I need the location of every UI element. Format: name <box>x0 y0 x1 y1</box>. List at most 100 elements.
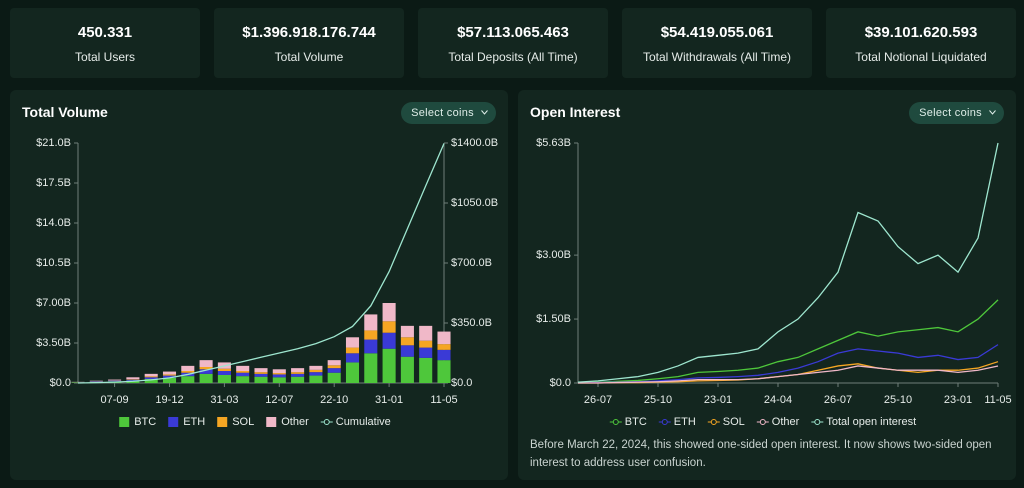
bar-segment <box>437 360 451 383</box>
x-tick-label: 11-05 <box>984 394 1011 406</box>
bar-segment <box>162 375 177 378</box>
button-label[interactable]: Select coins <box>919 107 982 119</box>
y-tick-label: $21.0B <box>36 137 71 149</box>
bar-segment <box>291 376 305 383</box>
bar-segment <box>309 365 323 370</box>
y-tick-label: $3.50B <box>36 337 71 349</box>
y2-tick-label: $0.0 <box>451 377 472 389</box>
bar-segment <box>400 325 414 338</box>
y-tick-label: $10.5B <box>36 257 71 269</box>
chart-panel: $0.0 $3.50B $7.00B $10.5B $14.0B $17.5B $21.0B… <box>10 90 508 480</box>
x-tick-label: 31-03 <box>210 394 238 406</box>
legend-label: BTC <box>134 416 156 428</box>
chart-title: Total Volume <box>22 104 108 120</box>
bar-segment <box>236 371 250 373</box>
stat-card: $1.396.918.176.744 Total Volume <box>214 8 404 78</box>
y2-tick-label: $700.0B <box>451 257 492 269</box>
stat-value: $1.396.918.176.744 <box>242 24 376 41</box>
bar-segment <box>217 368 231 371</box>
stat-label: Total Deposits (All Time) <box>448 50 578 64</box>
x-tick-label: 11-05 <box>430 394 457 406</box>
x-tick-label: 31-01 <box>375 394 403 406</box>
legend: BTC ETH SOL Other Cumulative <box>119 416 391 428</box>
y-tick-label: $0.0 <box>50 377 71 389</box>
legend-marker <box>168 417 179 427</box>
bar-segment <box>291 373 305 377</box>
button-label[interactable]: Select coins <box>411 107 474 119</box>
bar-segment <box>382 321 396 333</box>
bar-segment <box>364 339 378 354</box>
bar-segment <box>309 375 323 383</box>
select-coins-button[interactable]: Select coins <box>401 102 496 124</box>
legend-marker <box>266 417 277 427</box>
stat-card: 450.331 Total Users <box>10 8 200 78</box>
chevron-icon <box>481 110 488 115</box>
bar-segment <box>327 360 341 366</box>
stat-value: $57.113.065.463 <box>457 24 569 41</box>
bar-segment <box>108 380 122 382</box>
bar-segment <box>400 356 414 383</box>
bar-segment <box>108 379 122 381</box>
legend-label: Other <box>281 416 309 428</box>
bar-segment <box>144 377 158 379</box>
x-tick-label: 25-10 <box>884 394 912 406</box>
chart-title: Open Interest <box>530 104 621 120</box>
stat-label: Total Notional Liquidated <box>855 50 987 64</box>
bar-segment <box>144 376 158 378</box>
y-tick-label: $14.0B <box>36 217 71 229</box>
legend-marker <box>119 417 130 427</box>
bar-segment <box>364 314 378 331</box>
bar-segment <box>345 353 360 363</box>
bar-segment <box>254 376 268 383</box>
y2-tick-label: $350.0B <box>451 317 492 329</box>
y-tick-label: $3.00B <box>536 249 571 261</box>
legend-marker <box>661 419 668 425</box>
y-tick-label: $5.63B <box>536 137 571 149</box>
bar-segment <box>272 369 286 374</box>
bar-segment <box>400 345 414 357</box>
legend-label: Total open interest <box>826 416 916 428</box>
stat-card: $57.113.065.463 Total Deposits (All Time) <box>418 8 608 78</box>
bar-segment <box>236 365 250 371</box>
bar-segment <box>254 373 268 377</box>
legend-marker <box>710 419 717 425</box>
bar-segment <box>437 331 451 345</box>
stat-value: $39.101.620.593 <box>864 24 978 41</box>
bar-segment <box>419 325 433 341</box>
y-tick-label: $7.00B <box>36 297 71 309</box>
bar-segment <box>437 349 451 361</box>
bar-segment <box>272 377 286 383</box>
bar-segment <box>181 376 195 383</box>
x-tick-label: 24-04 <box>764 394 792 406</box>
chart: $0.0 $1.50B $3.00B $5.63B 26-07 25-10 23-01 24-… <box>536 137 1012 428</box>
legend-marker <box>323 419 330 425</box>
x-tick-label: 25-10 <box>644 394 672 406</box>
bar-segment <box>382 348 396 383</box>
series-line <box>577 299 999 384</box>
bar-segment <box>382 303 396 322</box>
bar-segment <box>309 372 323 376</box>
bar-segment <box>144 373 158 377</box>
bar-segment <box>199 360 213 367</box>
bar-segment <box>291 368 305 373</box>
bar-segment <box>162 374 177 376</box>
legend-label: BTC <box>625 416 647 428</box>
stat-card: $54.419.055.061 Total Withdrawals (All Ti… <box>622 8 812 78</box>
series-line <box>577 344 999 384</box>
legend-label: ETH <box>674 416 696 428</box>
bar-segment <box>254 368 268 373</box>
chart-note: Before March 22, 2024, this showed one-s… <box>530 439 992 469</box>
stat-card: $39.101.620.593 Total Notional Liquidated <box>826 8 1016 78</box>
stat-label: Total Users <box>74 50 136 64</box>
y2-tick-label: $1400.0B <box>451 137 498 149</box>
bar-segment <box>144 379 158 383</box>
bar-segment <box>89 380 103 382</box>
select-coins-button[interactable]: Select coins <box>909 102 1004 124</box>
chart-panel: $0.0 $1.50B $3.00B $5.63B 26-07 25-10 23-01 24-… <box>518 90 1016 480</box>
bar-segment <box>419 340 433 348</box>
series-line <box>578 365 999 384</box>
bar-segment <box>236 376 250 383</box>
bar-segment <box>364 353 378 383</box>
legend-label: SOL <box>232 416 254 428</box>
bar-segment <box>199 373 213 383</box>
